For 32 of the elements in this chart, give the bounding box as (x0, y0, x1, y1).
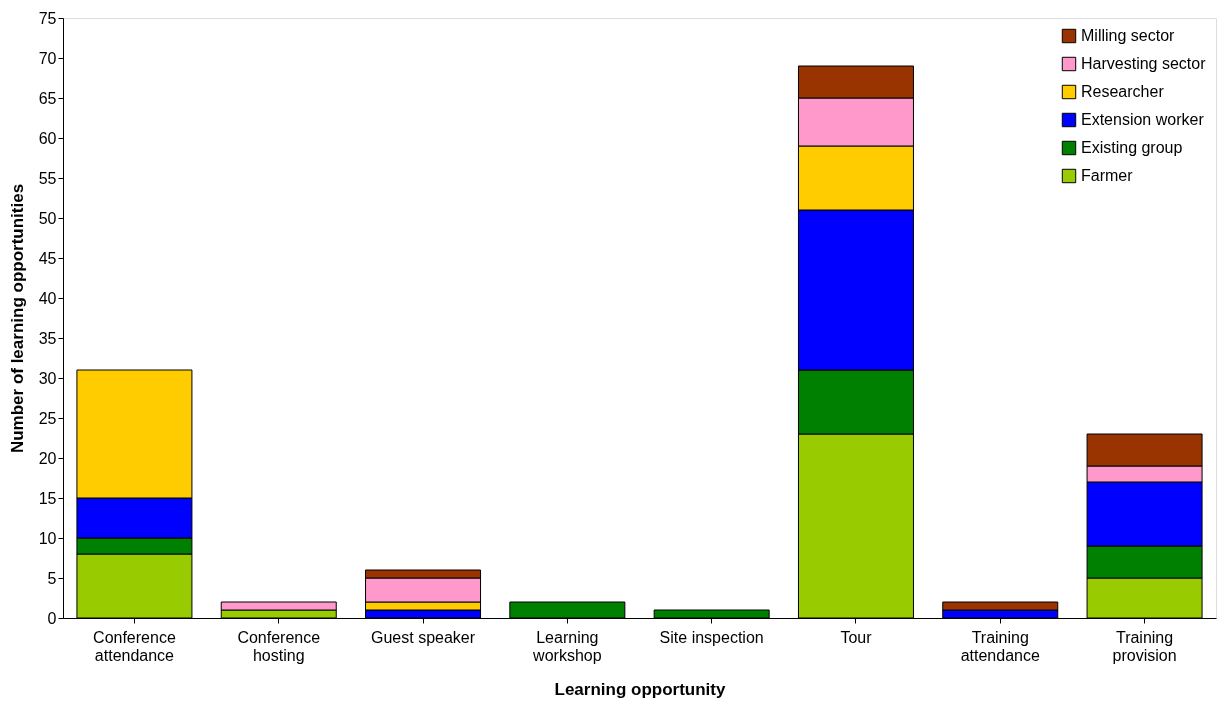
legend-label: Existing group (1081, 139, 1183, 156)
y-tick-label: 60 (38, 129, 57, 147)
x-tick-label: Site inspection (659, 628, 764, 646)
x-tick-label: Guest speaker (371, 628, 476, 646)
legend-label: Extension worker (1081, 111, 1205, 128)
legend-label: Farmer (1081, 167, 1134, 184)
y-tick-label: 30 (38, 369, 57, 387)
y-tick-label: 0 (47, 609, 57, 627)
x-tick-label: Conference attendance (93, 628, 176, 664)
y-tick-label: 45 (38, 249, 57, 267)
y-tick-label: 40 (38, 289, 57, 307)
y-tick-label: 50 (38, 209, 57, 227)
legend-label: Researcher (1081, 83, 1165, 100)
x-tick-label: Conference hosting (237, 628, 321, 664)
y-tick-label: 65 (38, 89, 57, 107)
y-tick-label: 15 (38, 489, 57, 507)
y-tick-label: 25 (38, 409, 57, 427)
y-tick-label: 75 (38, 9, 57, 27)
legend-label: Harvesting sector (1081, 55, 1207, 72)
y-tick-label: 20 (38, 449, 57, 467)
x-tick-label: Tour (840, 628, 873, 646)
x-axis-title: Learning opportunity (554, 679, 727, 699)
x-tick-label: Learning workshop (532, 628, 602, 664)
y-tick-label: 35 (38, 329, 57, 347)
x-tick-label: Training attendance (960, 628, 1040, 664)
y-axis-title: Number of learning opportunities (7, 183, 27, 454)
y-tick-label: 55 (38, 169, 57, 187)
y-tick-label: 10 (38, 529, 57, 547)
y-tick-label: 70 (38, 49, 57, 67)
legend-label: Milling sector (1081, 27, 1176, 44)
x-tick-label: Training provision (1112, 628, 1177, 664)
y-tick-label: 5 (47, 569, 57, 587)
